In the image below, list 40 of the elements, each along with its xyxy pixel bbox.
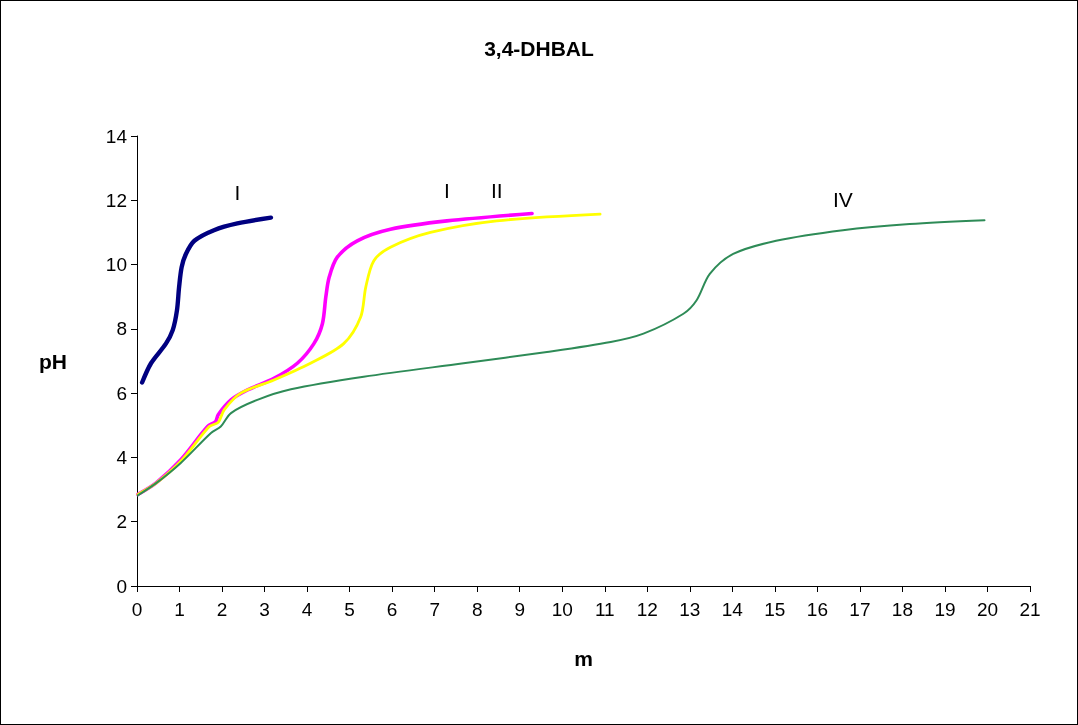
x-tick-label: 13 (679, 599, 701, 620)
x-tick-label: 12 (636, 599, 658, 620)
y-axis-title: pH (39, 349, 67, 373)
x-tick-label: 6 (386, 599, 398, 620)
chart-title: 3,4-DHBAL (484, 37, 594, 60)
series-label: I (234, 181, 241, 205)
x-tick-label: 21 (1019, 599, 1041, 620)
y-tick-label: 12 (105, 189, 127, 211)
x-tick-label: 9 (514, 599, 525, 620)
x-tick-label: 5 (344, 599, 355, 620)
x-tick-label: 14 (721, 599, 744, 620)
x-tick-label: 20 (976, 599, 999, 620)
x-tick-label: 18 (891, 599, 913, 620)
line-series (136, 212, 602, 496)
x-tick-label: 1 (174, 599, 185, 620)
x-tick-label: 8 (471, 599, 483, 620)
x-tick-label: 19 (934, 599, 956, 620)
x-tick-label: 4 (301, 599, 313, 620)
x-tick-label: 0 (131, 599, 143, 620)
y-tick-label: 8 (116, 318, 127, 340)
x-tick-label: 17 (849, 599, 871, 620)
y-tick-label: 2 (116, 511, 127, 533)
x-tick-label: 10 (551, 599, 573, 620)
x-tick-label: 7 (429, 599, 440, 620)
series-label: I (444, 178, 450, 202)
y-tick-label: 0 (116, 575, 127, 597)
x-tick-label: 16 (806, 599, 828, 620)
x-axis-title: m (574, 647, 593, 670)
x-tick-label: 2 (216, 599, 228, 620)
line-series (139, 215, 274, 385)
y-tick-label: 10 (105, 254, 127, 276)
x-tick-label: 3 (259, 599, 270, 620)
y-tick-label: 6 (116, 382, 127, 404)
line-series (136, 219, 986, 497)
y-tick-label: 4 (116, 446, 128, 468)
y-tick-label: 14 (105, 125, 128, 147)
series-label: II (490, 178, 503, 202)
x-tick-label: 11 (594, 599, 615, 620)
series-label: IV (832, 188, 853, 212)
x-tick-label: 15 (764, 599, 786, 620)
